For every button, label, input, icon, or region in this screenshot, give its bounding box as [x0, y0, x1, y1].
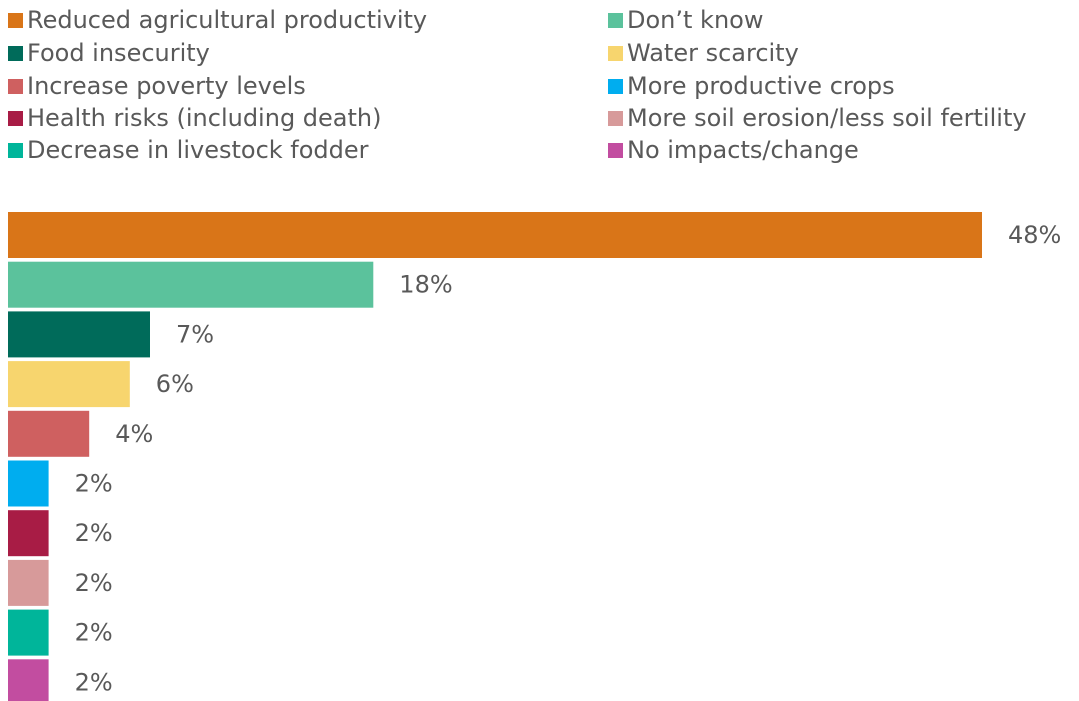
data-label-don-t-know: 18% — [399, 271, 452, 299]
bar-increase-poverty-levels — [8, 410, 90, 457]
legend-item-no-impacts-change: No impacts/change — [608, 135, 859, 165]
chart-legend: Reduced agricultural productivity Food i… — [0, 0, 1079, 180]
legend-swatch-icon — [8, 142, 23, 158]
bar-no-impacts-change — [8, 659, 49, 701]
legend-swatch-icon — [608, 45, 623, 61]
legend-label: More soil erosion/less soil fertility — [627, 104, 1027, 132]
data-label-decrease-in-livestock-fodder: 2% — [75, 619, 113, 647]
legend-item-dont-know: Don’t know — [608, 5, 763, 35]
data-label-more-soil-erosion-less-soil-fertility: 2% — [75, 569, 113, 597]
legend-label: Reduced agricultural productivity — [27, 6, 428, 34]
legend-swatch-icon — [8, 78, 23, 94]
legend-swatch-icon — [8, 110, 23, 126]
legend-item-food-insecurity: Food insecurity — [8, 38, 210, 68]
legend-item-health-risks: Health risks (including death) — [8, 103, 382, 133]
legend-label: Increase poverty levels — [27, 72, 306, 100]
data-label-water-scarcity: 6% — [156, 370, 194, 398]
bar-decrease-in-livestock-fodder — [8, 609, 49, 656]
legend-label: Don’t know — [627, 6, 764, 34]
legend-item-increase-poverty-levels: Increase poverty levels — [8, 71, 306, 101]
legend-item-more-productive-crops: More productive crops — [608, 71, 895, 101]
data-label-increase-poverty-levels: 4% — [115, 420, 153, 448]
legend-label: More productive crops — [627, 72, 895, 100]
data-label-food-insecurity: 7% — [176, 320, 214, 348]
bar-reduced-agricultural-productivity — [8, 212, 982, 258]
legend-item-reduced-agricultural-productivity: Reduced agricultural productivity — [8, 5, 427, 35]
legend-swatch-icon — [8, 45, 23, 61]
legend-label: Food insecurity — [27, 39, 210, 67]
bar-more-productive-crops — [8, 460, 49, 507]
legend-item-more-soil-erosion: More soil erosion/less soil fertility — [608, 103, 1027, 133]
bar-health-risks-including-death — [8, 510, 49, 557]
legend-label: Decrease in livestock fodder — [27, 136, 369, 164]
legend-swatch-icon — [608, 110, 623, 126]
data-label-no-impacts-change: 2% — [75, 668, 113, 696]
legend-label: Health risks (including death) — [27, 104, 382, 132]
bar-water-scarcity — [8, 361, 130, 408]
bar-food-insecurity — [8, 311, 150, 358]
legend-swatch-icon — [608, 12, 623, 28]
data-label-reduced-agricultural-productivity: 48% — [1008, 221, 1061, 249]
bar-more-soil-erosion-less-soil-fertility — [8, 559, 49, 606]
legend-label: No impacts/change — [627, 136, 859, 164]
legend-item-decrease-in-livestock-fodder: Decrease in livestock fodder — [8, 135, 369, 165]
legend-swatch-icon — [608, 142, 623, 158]
legend-label: Water scarcity — [627, 39, 799, 67]
data-label-more-productive-crops: 2% — [75, 470, 113, 498]
legend-swatch-icon — [8, 12, 23, 28]
data-label-health-risks-including-death: 2% — [75, 519, 113, 547]
legend-swatch-icon — [608, 78, 623, 94]
legend-item-water-scarcity: Water scarcity — [608, 38, 799, 68]
bar-don-t-know — [8, 261, 374, 308]
